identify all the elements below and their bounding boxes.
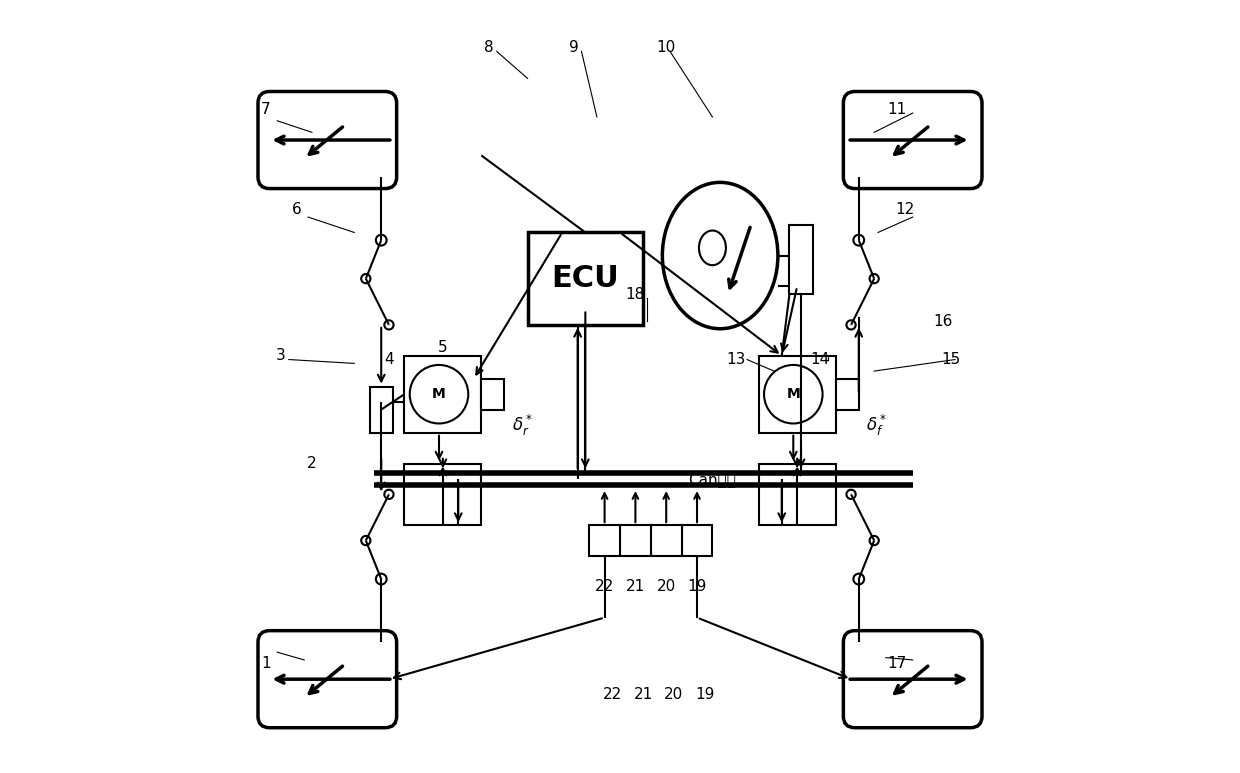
Text: 7: 7: [260, 102, 270, 117]
Text: 18: 18: [626, 287, 645, 301]
Text: ECU: ECU: [552, 264, 619, 293]
FancyBboxPatch shape: [620, 525, 651, 556]
Text: 17: 17: [888, 656, 906, 671]
FancyBboxPatch shape: [370, 386, 393, 433]
Text: 2: 2: [308, 456, 316, 471]
Text: 21: 21: [626, 579, 645, 594]
FancyBboxPatch shape: [404, 464, 481, 525]
Text: 3: 3: [277, 348, 286, 363]
FancyBboxPatch shape: [651, 525, 682, 556]
FancyBboxPatch shape: [481, 379, 505, 410]
Text: 15: 15: [941, 352, 961, 367]
FancyBboxPatch shape: [404, 356, 481, 433]
Circle shape: [409, 365, 469, 424]
Text: 4: 4: [384, 352, 394, 367]
Text: $\delta_f^*$: $\delta_f^*$: [867, 413, 888, 438]
Text: 19: 19: [687, 579, 707, 594]
Ellipse shape: [662, 182, 777, 329]
Text: 22: 22: [595, 579, 614, 594]
Text: 22: 22: [603, 687, 622, 702]
Circle shape: [764, 365, 822, 424]
Text: 10: 10: [657, 40, 676, 55]
FancyBboxPatch shape: [790, 225, 812, 294]
Text: 20: 20: [665, 687, 683, 702]
Text: 20: 20: [657, 579, 676, 594]
FancyBboxPatch shape: [836, 379, 859, 410]
Text: Can总线: Can总线: [688, 472, 737, 487]
FancyBboxPatch shape: [527, 233, 644, 325]
Text: 11: 11: [888, 102, 906, 117]
Ellipse shape: [699, 230, 725, 265]
Text: 14: 14: [811, 352, 830, 367]
FancyBboxPatch shape: [759, 464, 836, 525]
FancyBboxPatch shape: [843, 91, 982, 189]
Text: 9: 9: [569, 40, 579, 55]
Text: M: M: [786, 387, 800, 401]
Text: $\delta_r^*$: $\delta_r^*$: [512, 413, 533, 438]
Text: 6: 6: [291, 202, 301, 217]
Text: 5: 5: [438, 340, 448, 356]
FancyBboxPatch shape: [258, 91, 397, 189]
Text: M: M: [432, 387, 446, 401]
Text: 12: 12: [895, 202, 915, 217]
Text: 16: 16: [934, 314, 954, 329]
Text: 19: 19: [696, 687, 714, 702]
Text: 21: 21: [634, 687, 652, 702]
FancyBboxPatch shape: [682, 525, 713, 556]
Text: 1: 1: [260, 656, 270, 671]
FancyBboxPatch shape: [759, 356, 836, 433]
FancyBboxPatch shape: [843, 631, 982, 727]
FancyBboxPatch shape: [589, 525, 620, 556]
Text: 13: 13: [725, 352, 745, 367]
Text: 8: 8: [485, 40, 494, 55]
FancyBboxPatch shape: [258, 631, 397, 727]
